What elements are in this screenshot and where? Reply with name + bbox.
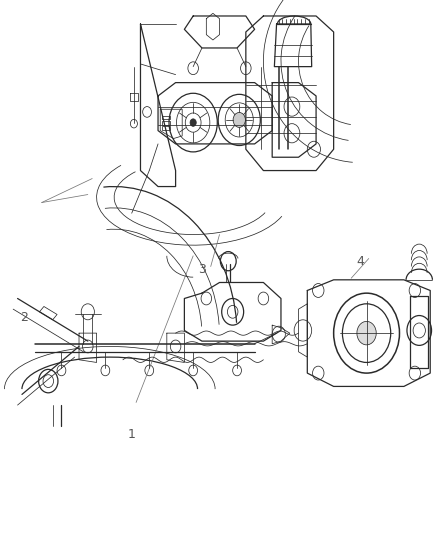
Bar	[162, 126, 170, 130]
Bar	[162, 116, 170, 119]
Bar	[162, 121, 170, 125]
Text: 4: 4	[355, 255, 363, 268]
Circle shape	[356, 321, 375, 345]
Circle shape	[233, 112, 245, 127]
Circle shape	[190, 119, 196, 126]
Text: 1: 1	[127, 428, 135, 441]
Text: 3: 3	[198, 263, 205, 276]
Text: 2: 2	[20, 311, 28, 324]
